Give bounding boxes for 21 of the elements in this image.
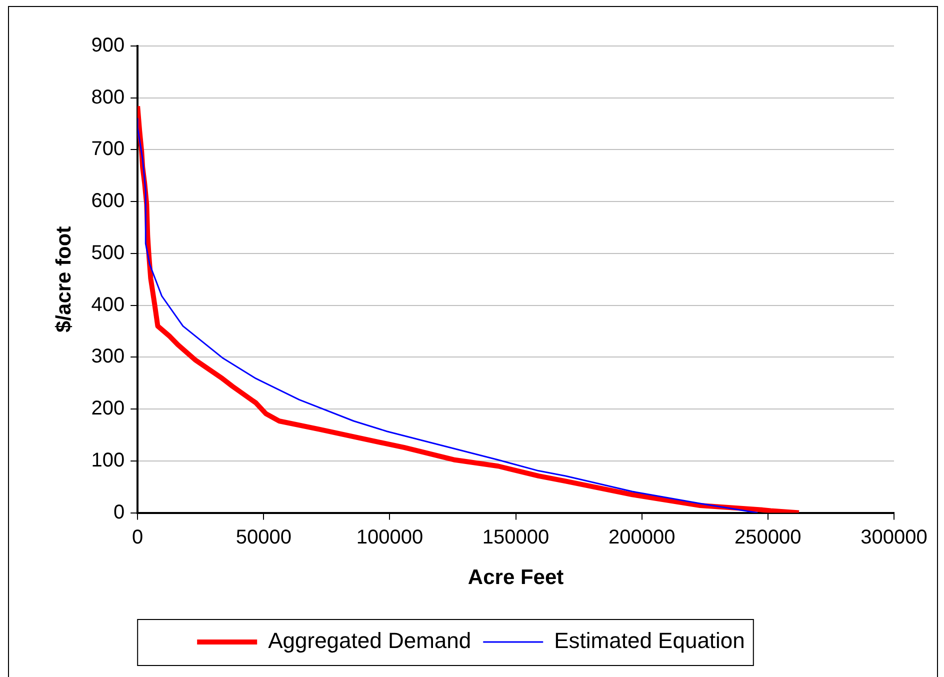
y-axis-title: $/acre foot [52,226,76,332]
y-tick-label: 800 [91,86,125,108]
x-tick-label: 0 [132,526,144,548]
y-tick-label: 500 [91,242,125,264]
y-tick-label: 600 [91,190,125,212]
x-tick-label: 50000 [236,526,292,548]
y-tick-label: 700 [91,138,125,160]
y-tick-label: 300 [91,346,125,368]
x-tick-label: 250000 [734,526,802,548]
legend-label: Aggregated Demand [268,628,472,654]
y-tick-label: 900 [91,34,125,57]
y-tick-label: 400 [91,294,125,316]
x-tick-label: 300000 [860,526,928,548]
y-tick-label: 0 [113,501,125,524]
y-tick-label: 100 [91,449,125,472]
x-tick-label: 100000 [356,526,424,548]
x-tick-label: 150000 [482,526,550,548]
legend-label: Estimated Equation [554,628,745,654]
y-tick-label: 200 [91,398,125,420]
x-tick-label: 200000 [608,526,676,548]
x-axis-title: Acre Feet [468,566,564,590]
